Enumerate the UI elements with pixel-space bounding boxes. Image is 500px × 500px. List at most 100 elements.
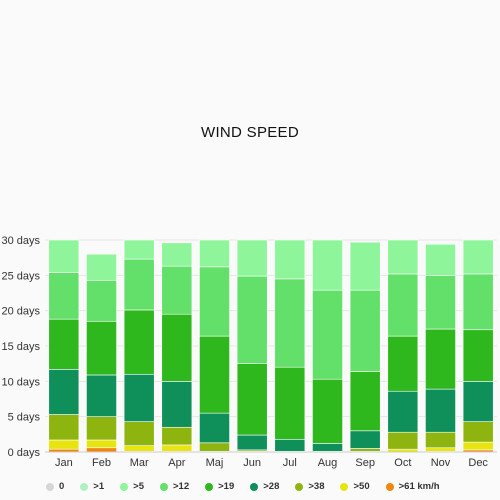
bar-segment[interactable] <box>425 328 456 390</box>
legend-swatch-icon <box>80 482 89 491</box>
bar-segment[interactable] <box>236 434 268 451</box>
legend-swatch-icon <box>205 482 214 491</box>
bar-segment[interactable] <box>425 431 456 449</box>
legend-item[interactable]: >50 <box>340 481 370 492</box>
y-tick-label: 20 days <box>1 306 40 318</box>
bar-segment[interactable] <box>199 335 230 414</box>
legend-swatch-icon <box>120 482 129 491</box>
bar-segment[interactable] <box>462 381 494 422</box>
legend-swatch-icon <box>385 482 394 491</box>
bar-segment[interactable] <box>123 239 155 260</box>
bar-segment[interactable] <box>199 266 230 337</box>
bar-segment[interactable] <box>236 363 268 436</box>
bar-segment[interactable] <box>123 445 155 452</box>
legend-item[interactable]: >1 <box>80 481 104 492</box>
bar-segment[interactable] <box>123 421 155 446</box>
legend-label: 0 <box>59 481 65 492</box>
bar-segment[interactable] <box>312 443 343 452</box>
bar-segment[interactable] <box>86 374 117 417</box>
bar-segment[interactable] <box>161 426 193 446</box>
bar-segment[interactable] <box>86 447 117 453</box>
y-tick-label: 30 days <box>1 235 40 247</box>
bar-segment[interactable] <box>312 239 343 291</box>
y-tick-label: 25 days <box>1 270 40 282</box>
bar-segment[interactable] <box>312 289 343 380</box>
x-tick-label: Apr <box>168 457 185 469</box>
legend-item[interactable]: 0 <box>46 481 64 492</box>
legend-label: >12 <box>172 481 190 492</box>
bar-segment[interactable] <box>462 273 494 331</box>
bar-segment[interactable] <box>236 275 268 364</box>
bar-segment[interactable] <box>161 313 193 382</box>
bar-segment[interactable] <box>425 388 456 433</box>
bar-segment[interactable] <box>48 369 80 415</box>
x-tick-label: Feb <box>92 457 111 469</box>
legend-swatch-icon <box>295 482 304 491</box>
bar-segment[interactable] <box>425 447 456 452</box>
bar-segment[interactable] <box>349 289 381 372</box>
bar-segment[interactable] <box>199 412 230 444</box>
legend-item[interactable]: >38 <box>295 481 324 492</box>
bar-segment[interactable] <box>274 278 306 368</box>
bar-segment[interactable] <box>274 239 306 280</box>
bar-segment[interactable] <box>349 241 381 291</box>
bar-segment[interactable] <box>199 239 230 268</box>
chart-legend: 0 >1 >5 >12 >19 >28 >38 >50 >61 km/h <box>46 481 456 492</box>
legend-swatch-icon <box>159 482 168 491</box>
bar-segment[interactable] <box>161 444 193 452</box>
bar-segment[interactable] <box>123 309 155 375</box>
x-tick-label: Jun <box>243 457 261 469</box>
legend-label: >5 <box>133 481 144 492</box>
bar-segment[interactable] <box>274 366 306 440</box>
bar-segment[interactable] <box>123 373 155 422</box>
bar-segment[interactable] <box>48 239 80 273</box>
chart-title: WIND SPEED <box>200 124 299 141</box>
bar-segment[interactable] <box>387 239 419 275</box>
bar-segment[interactable] <box>86 416 117 441</box>
bar-segment[interactable] <box>462 329 494 382</box>
bar-segment[interactable] <box>425 243 456 276</box>
bar-segment[interactable] <box>425 275 456 330</box>
bar-segment[interactable] <box>387 390 419 433</box>
bar-segment[interactable] <box>462 421 494 443</box>
y-tick-label: 5 days <box>8 412 41 424</box>
legend-item[interactable]: >5 <box>120 481 144 492</box>
bar-segment[interactable] <box>86 320 117 376</box>
x-tick-label: Jan <box>55 457 73 469</box>
bar-segment[interactable] <box>48 414 80 441</box>
bar-segment[interactable] <box>86 253 117 281</box>
bar-segment[interactable] <box>387 431 419 450</box>
bar-segment[interactable] <box>349 371 381 432</box>
bar-segment[interactable] <box>462 239 494 275</box>
bar-segment[interactable] <box>349 448 381 452</box>
bar-segment[interactable] <box>86 439 117 449</box>
bar-segment[interactable] <box>387 273 419 337</box>
legend-item[interactable]: >19 <box>205 481 234 492</box>
bar-segment[interactable] <box>48 318 80 370</box>
bar-segment[interactable] <box>387 335 419 392</box>
legend-label: >50 <box>353 481 370 492</box>
bar-segment[interactable] <box>199 442 230 452</box>
bar-segment[interactable] <box>274 438 306 452</box>
bar-segment[interactable] <box>349 430 381 449</box>
bar-segment[interactable] <box>236 239 268 277</box>
legend-item[interactable]: >12 <box>159 481 190 492</box>
x-tick-label: Mar <box>130 457 149 469</box>
bar-segment[interactable] <box>161 381 193 428</box>
bar-segment[interactable] <box>48 439 80 450</box>
legend-label: >19 <box>218 481 235 492</box>
legend-label: >38 <box>308 481 325 492</box>
bar-segment[interactable] <box>123 258 155 311</box>
bar-segment[interactable] <box>462 441 494 451</box>
bar-segment[interactable] <box>161 265 193 315</box>
bar-segment[interactable] <box>86 279 117 322</box>
legend-item[interactable]: >28 <box>250 481 279 492</box>
bar-segment[interactable] <box>161 242 193 267</box>
x-tick-label: Nov <box>431 457 451 469</box>
legend-item[interactable]: >61 km/h <box>385 481 440 492</box>
bar-segment[interactable] <box>48 272 80 320</box>
bar-segment[interactable] <box>312 378 343 444</box>
y-tick-label: 15 days <box>1 341 40 353</box>
